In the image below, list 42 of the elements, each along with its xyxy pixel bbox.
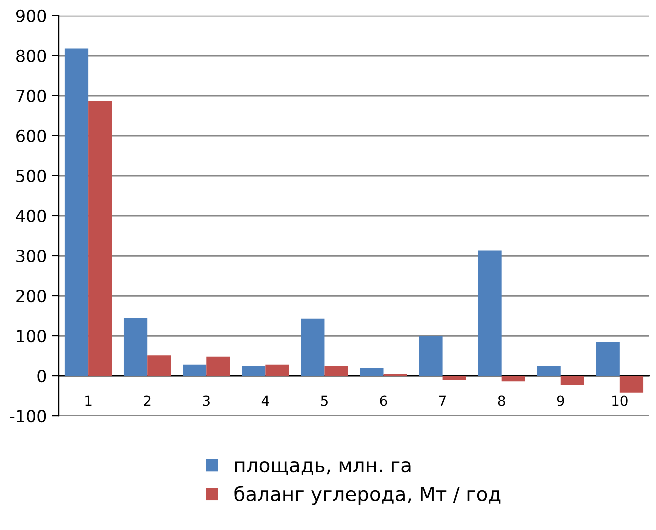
x-tick-label: 10 (612, 396, 628, 406)
bar (560, 376, 584, 386)
x-tick-label: 1 (86, 396, 92, 406)
bar (620, 376, 644, 393)
bar (419, 336, 443, 376)
x-tick-label: 7 (440, 396, 446, 406)
legend-label: площадь, млн. га (235, 461, 411, 476)
bar (266, 364, 290, 376)
y-tick-label: 700 (16, 90, 46, 102)
bar (596, 342, 620, 376)
bar (242, 366, 266, 376)
y-tick-label: -100 (10, 410, 46, 423)
bar (64, 48, 89, 376)
y-tick-label: 200 (16, 290, 46, 303)
y-tick-label: 400 (16, 210, 46, 223)
bar (442, 376, 466, 380)
legend-label: баланг углерода, Мт / год (234, 486, 501, 506)
bar (301, 318, 325, 376)
bar (148, 356, 172, 376)
bar (183, 364, 207, 376)
x-tick-label: 2 (144, 396, 151, 406)
x-tick-label: 5 (321, 396, 328, 406)
y-tick-label: 300 (16, 250, 46, 263)
x-tick-label: 3 (203, 396, 210, 406)
y-tick-label: 100 (17, 330, 46, 343)
y-tick-label: 800 (16, 50, 46, 62)
x-tick-label: 4 (262, 396, 270, 406)
y-tick-label: 600 (16, 130, 46, 143)
y-tick-label: 900 (16, 10, 46, 22)
bar (502, 376, 526, 382)
x-tick-label: 9 (557, 396, 564, 406)
bar (88, 101, 112, 376)
bar (360, 368, 384, 376)
bar (124, 318, 148, 376)
x-tick-label: 6 (380, 396, 388, 406)
x-tick-label: 8 (498, 396, 506, 406)
y-tick-label: 500 (16, 170, 46, 183)
bar (478, 250, 502, 376)
bar (324, 366, 348, 376)
y-tick-label: 0 (38, 370, 46, 383)
bar (537, 366, 561, 376)
bar (206, 356, 230, 376)
